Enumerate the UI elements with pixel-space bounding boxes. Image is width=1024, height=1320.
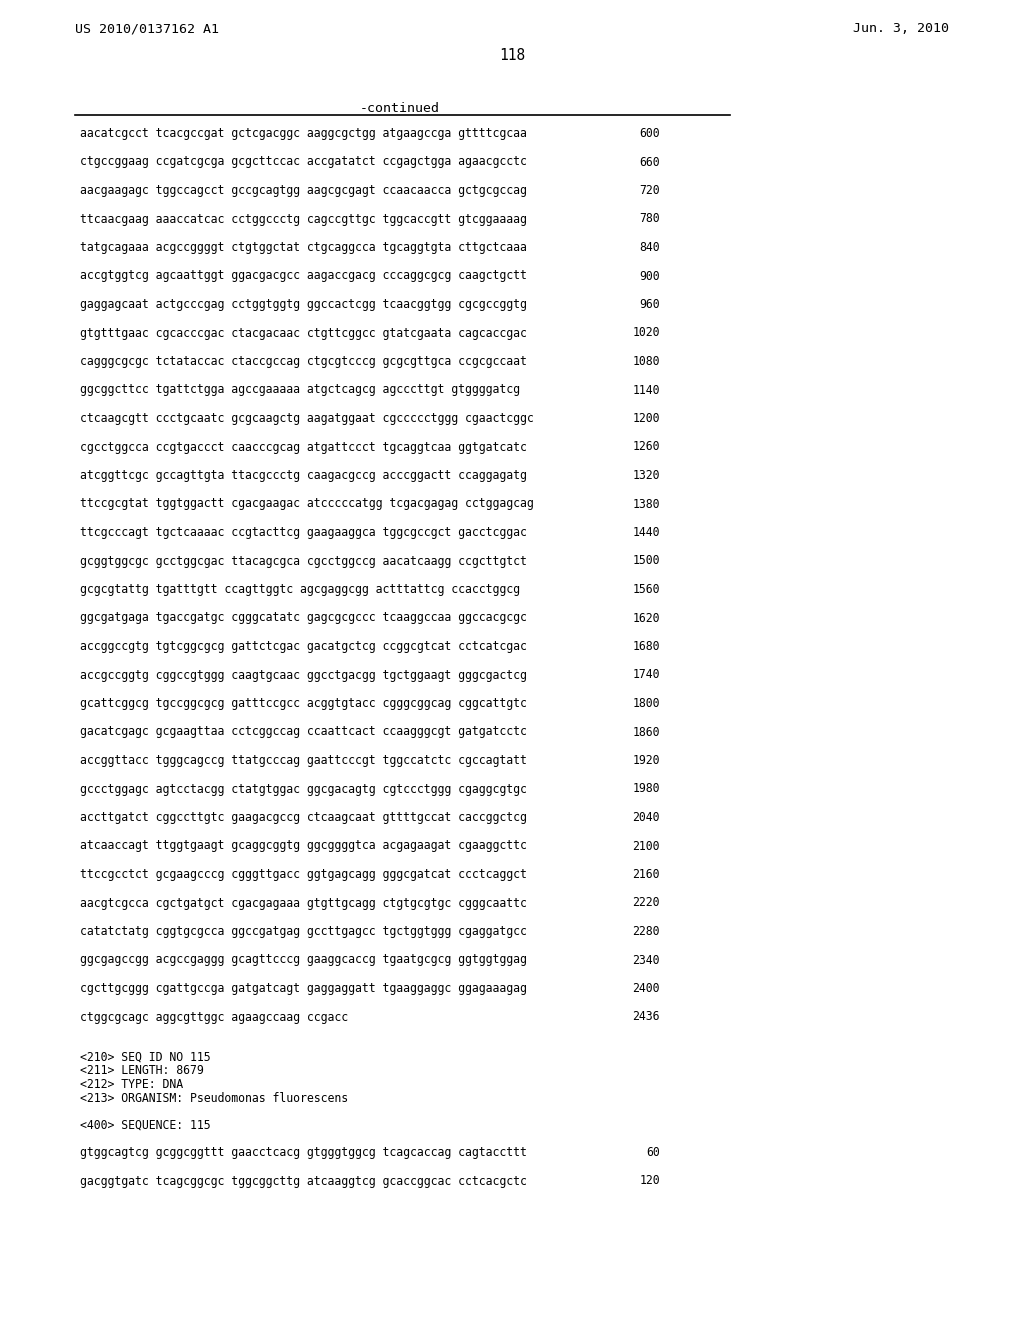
Text: accttgatct cggccttgtc gaagacgccg ctcaagcaat gttttgccat caccggctcg: accttgatct cggccttgtc gaagacgccg ctcaagc… (80, 810, 527, 824)
Text: ctgccggaag ccgatcgcga gcgcttccac accgatatct ccgagctgga agaacgcctc: ctgccggaag ccgatcgcga gcgcttccac accgata… (80, 156, 527, 169)
Text: ctcaagcgtt ccctgcaatc gcgcaagctg aagatggaat cgccccctggg cgaactcggc: ctcaagcgtt ccctgcaatc gcgcaagctg aagatgg… (80, 412, 534, 425)
Text: ggcgatgaga tgaccgatgc cgggcatatc gagcgcgccc tcaaggccaa ggccacgcgc: ggcgatgaga tgaccgatgc cgggcatatc gagcgcg… (80, 611, 527, 624)
Text: ctggcgcagc aggcgttggc agaagccaag ccgacc: ctggcgcagc aggcgttggc agaagccaag ccgacc (80, 1011, 348, 1023)
Text: 1140: 1140 (633, 384, 660, 396)
Text: gtggcagtcg gcggcggttt gaacctcacg gtgggtggcg tcagcaccag cagtaccttt: gtggcagtcg gcggcggttt gaacctcacg gtgggtg… (80, 1146, 527, 1159)
Text: cgcctggcca ccgtgaccct caacccgcag atgattccct tgcaggtcaa ggtgatcatc: cgcctggcca ccgtgaccct caacccgcag atgattc… (80, 441, 527, 454)
Text: 1800: 1800 (633, 697, 660, 710)
Text: <210> SEQ ID NO 115: <210> SEQ ID NO 115 (80, 1051, 211, 1064)
Text: gtgtttgaac cgcacccgac ctacgacaac ctgttcggcc gtatcgaata cagcaccgac: gtgtttgaac cgcacccgac ctacgacaac ctgttcg… (80, 326, 527, 339)
Text: 2400: 2400 (633, 982, 660, 995)
Text: atcaaccagt ttggtgaagt gcaggcggtg ggcggggtca acgagaagat cgaaggcttc: atcaaccagt ttggtgaagt gcaggcggtg ggcgggg… (80, 840, 527, 853)
Text: 1200: 1200 (633, 412, 660, 425)
Text: aacatcgcct tcacgccgat gctcgacggc aaggcgctgg atgaagccga gttttcgcaa: aacatcgcct tcacgccgat gctcgacggc aaggcgc… (80, 127, 527, 140)
Text: cgcttgcggg cgattgccga gatgatcagt gaggaggatt tgaaggaggc ggagaaagag: cgcttgcggg cgattgccga gatgatcagt gaggagg… (80, 982, 527, 995)
Text: ttccgcgtat tggtggactt cgacgaagac atcccccatgg tcgacgagag cctggagcag: ttccgcgtat tggtggactt cgacgaagac atccccc… (80, 498, 534, 511)
Text: 1980: 1980 (633, 783, 660, 796)
Text: gacggtgatc tcagcggcgc tggcggcttg atcaaggtcg gcaccggcac cctcacgctc: gacggtgatc tcagcggcgc tggcggcttg atcaagg… (80, 1175, 527, 1188)
Text: 2220: 2220 (633, 896, 660, 909)
Text: ttcgcccagt tgctcaaaac ccgtacttcg gaagaaggca tggcgccgct gacctcggac: ttcgcccagt tgctcaaaac ccgtacttcg gaagaag… (80, 525, 527, 539)
Text: 1560: 1560 (633, 583, 660, 597)
Text: 2040: 2040 (633, 810, 660, 824)
Text: ttcaacgaag aaaccatcac cctggccctg cagccgttgc tggcaccgtt gtcggaaaag: ttcaacgaag aaaccatcac cctggccctg cagccgt… (80, 213, 527, 226)
Text: 2160: 2160 (633, 869, 660, 880)
Text: gcattcggcg tgccggcgcg gatttccgcc acggtgtacc cgggcggcag cggcattgtc: gcattcggcg tgccggcgcg gatttccgcc acggtgt… (80, 697, 527, 710)
Text: 2436: 2436 (633, 1011, 660, 1023)
Text: 2280: 2280 (633, 925, 660, 939)
Text: 1860: 1860 (633, 726, 660, 738)
Text: 120: 120 (639, 1175, 660, 1188)
Text: US 2010/0137162 A1: US 2010/0137162 A1 (75, 22, 219, 36)
Text: 900: 900 (639, 269, 660, 282)
Text: 1080: 1080 (633, 355, 660, 368)
Text: ggcgagccgg acgccgaggg gcagttcccg gaaggcaccg tgaatgcgcg ggtggtggag: ggcgagccgg acgccgaggg gcagttcccg gaaggca… (80, 953, 527, 966)
Text: tatgcagaaa acgccggggt ctgtggctat ctgcaggcca tgcaggtgta cttgctcaaa: tatgcagaaa acgccggggt ctgtggctat ctgcagg… (80, 242, 527, 253)
Text: 118: 118 (499, 48, 525, 63)
Text: gacatcgagc gcgaagttaa cctcggccag ccaattcact ccaagggcgt gatgatcctc: gacatcgagc gcgaagttaa cctcggccag ccaattc… (80, 726, 527, 738)
Text: 1740: 1740 (633, 668, 660, 681)
Text: 2100: 2100 (633, 840, 660, 853)
Text: 1260: 1260 (633, 441, 660, 454)
Text: 1920: 1920 (633, 754, 660, 767)
Text: aacgaagagc tggccagcct gccgcagtgg aagcgcgagt ccaacaacca gctgcgccag: aacgaagagc tggccagcct gccgcagtgg aagcgcg… (80, 183, 527, 197)
Text: 2340: 2340 (633, 953, 660, 966)
Text: 1620: 1620 (633, 611, 660, 624)
Text: 1500: 1500 (633, 554, 660, 568)
Text: -continued: -continued (360, 102, 440, 115)
Text: catatctatg cggtgcgcca ggccgatgag gccttgagcc tgctggtggg cgaggatgcc: catatctatg cggtgcgcca ggccgatgag gccttga… (80, 925, 527, 939)
Text: <400> SEQUENCE: 115: <400> SEQUENCE: 115 (80, 1118, 211, 1131)
Text: atcggttcgc gccagttgta ttacgccctg caagacgccg acccggactt ccaggagatg: atcggttcgc gccagttgta ttacgccctg caagacg… (80, 469, 527, 482)
Text: 600: 600 (639, 127, 660, 140)
Text: accgccggtg cggccgtggg caagtgcaac ggcctgacgg tgctggaagt gggcgactcg: accgccggtg cggccgtggg caagtgcaac ggcctga… (80, 668, 527, 681)
Text: 840: 840 (639, 242, 660, 253)
Text: gcgcgtattg tgatttgtt ccagttggtc agcgaggcgg actttattcg ccacctggcg: gcgcgtattg tgatttgtt ccagttggtc agcgaggc… (80, 583, 520, 597)
Text: 1320: 1320 (633, 469, 660, 482)
Text: Jun. 3, 2010: Jun. 3, 2010 (853, 22, 949, 36)
Text: accgtggtcg agcaattggt ggacgacgcc aagaccgacg cccaggcgcg caagctgctt: accgtggtcg agcaattggt ggacgacgcc aagaccg… (80, 269, 527, 282)
Text: ggcggcttcc tgattctgga agccgaaaaa atgctcagcg agcccttgt gtggggatcg: ggcggcttcc tgattctgga agccgaaaaa atgctca… (80, 384, 520, 396)
Text: <213> ORGANISM: Pseudomonas fluorescens: <213> ORGANISM: Pseudomonas fluorescens (80, 1092, 348, 1105)
Text: accggttacc tgggcagccg ttatgcccag gaattcccgt tggccatctc cgccagtatt: accggttacc tgggcagccg ttatgcccag gaattcc… (80, 754, 527, 767)
Text: 780: 780 (639, 213, 660, 226)
Text: 60: 60 (646, 1146, 660, 1159)
Text: 1380: 1380 (633, 498, 660, 511)
Text: <211> LENGTH: 8679: <211> LENGTH: 8679 (80, 1064, 204, 1077)
Text: 660: 660 (639, 156, 660, 169)
Text: <212> TYPE: DNA: <212> TYPE: DNA (80, 1078, 183, 1092)
Text: gaggagcaat actgcccgag cctggtggtg ggccactcgg tcaacggtgg cgcgccggtg: gaggagcaat actgcccgag cctggtggtg ggccact… (80, 298, 527, 312)
Text: 1680: 1680 (633, 640, 660, 653)
Text: 1020: 1020 (633, 326, 660, 339)
Text: aacgtcgcca cgctgatgct cgacgagaaa gtgttgcagg ctgtgcgtgc cgggcaattc: aacgtcgcca cgctgatgct cgacgagaaa gtgttgc… (80, 896, 527, 909)
Text: cagggcgcgc tctataccac ctaccgccag ctgcgtcccg gcgcgttgca ccgcgccaat: cagggcgcgc tctataccac ctaccgccag ctgcgtc… (80, 355, 527, 368)
Text: gcggtggcgc gcctggcgac ttacagcgca cgcctggccg aacatcaagg ccgcttgtct: gcggtggcgc gcctggcgac ttacagcgca cgcctgg… (80, 554, 527, 568)
Text: 720: 720 (639, 183, 660, 197)
Text: 960: 960 (639, 298, 660, 312)
Text: accggccgtg tgtcggcgcg gattctcgac gacatgctcg ccggcgtcat cctcatcgac: accggccgtg tgtcggcgcg gattctcgac gacatgc… (80, 640, 527, 653)
Text: ttccgcctct gcgaagcccg cgggttgacc ggtgagcagg gggcgatcat ccctcaggct: ttccgcctct gcgaagcccg cgggttgacc ggtgagc… (80, 869, 527, 880)
Text: 1440: 1440 (633, 525, 660, 539)
Text: gccctggagc agtcctacgg ctatgtggac ggcgacagtg cgtccctggg cgaggcgtgc: gccctggagc agtcctacgg ctatgtggac ggcgaca… (80, 783, 527, 796)
